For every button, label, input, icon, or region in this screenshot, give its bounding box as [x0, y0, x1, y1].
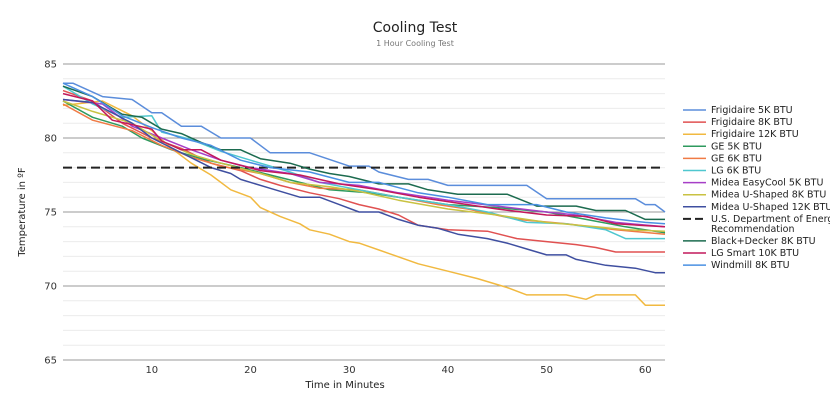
y-tick-label: 80 — [44, 134, 57, 145]
legend-label: U.S. Department of Energy Recommendation — [711, 214, 830, 235]
legend-item: Midea EasyCool 5K BTU — [683, 178, 823, 189]
legend-item: Frigidaire 12K BTU — [683, 129, 799, 140]
legend-item: GE 5K BTU — [683, 141, 762, 152]
legend-label: Midea U-Shaped 12K BTU — [711, 202, 830, 213]
x-tick-label: 60 — [639, 365, 652, 376]
y-tick-label: 85 — [44, 60, 57, 71]
legend-label: Black+Decker 8K BTU — [711, 236, 816, 247]
chart-subtitle: 1 Hour Cooling Test — [376, 39, 454, 48]
legend-label: LG 6K BTU — [711, 166, 761, 177]
legend-label: GE 5K BTU — [711, 141, 762, 152]
y-tick-label: 75 — [44, 208, 57, 219]
legend-item: LG Smart 10K BTU — [683, 248, 799, 259]
series-lines — [62, 82, 666, 306]
legend-label: Frigidaire 12K BTU — [711, 129, 799, 140]
legend-label: Midea EasyCool 5K BTU — [711, 178, 823, 189]
legend-label: Frigidaire 8K BTU — [711, 117, 793, 128]
x-axis-label: Time in Minutes — [304, 380, 384, 391]
x-axis-ticks: 10 20 30 40 50 60 — [145, 365, 651, 376]
legend-item: Frigidaire 5K BTU — [683, 105, 793, 116]
legend-item: U.S. Department of Energy Recommendation — [683, 214, 830, 235]
series-line-1 — [62, 89, 665, 253]
series-line-11 — [62, 92, 666, 228]
series-line-7 — [62, 100, 666, 232]
legend-label: GE 6K BTU — [711, 153, 762, 164]
y-axis-label: Temperature in ºF — [17, 167, 28, 258]
x-tick-label: 30 — [343, 365, 356, 376]
legend-item: Windmill 8K BTU — [683, 260, 790, 271]
legend-item: GE 6K BTU — [683, 153, 762, 164]
legend-item: Midea U-Shaped 8K BTU — [683, 190, 826, 201]
legend-label: LG Smart 10K BTU — [711, 248, 799, 259]
x-tick-label: 20 — [244, 365, 257, 376]
series-line-2 — [62, 100, 665, 306]
x-tick-label: 40 — [442, 365, 455, 376]
y-axis-ticks: 65 70 75 80 85 — [44, 60, 57, 367]
legend-item: LG 6K BTU — [683, 166, 761, 177]
legend-label: Midea U-Shaped 8K BTU — [711, 190, 826, 201]
x-tick-label: 50 — [540, 365, 553, 376]
y-tick-label: 65 — [44, 356, 57, 367]
legend-label: Windmill 8K BTU — [711, 260, 790, 271]
y-tick-label: 70 — [44, 282, 57, 293]
series-line-12 — [62, 82, 666, 225]
x-tick-label: 10 — [145, 365, 158, 376]
chart-title: Cooling Test — [373, 20, 458, 36]
legend-label: Frigidaire 5K BTU — [711, 105, 793, 116]
series-line-6 — [62, 98, 666, 228]
series-line-0 — [63, 82, 666, 213]
legend-item: Black+Decker 8K BTU — [683, 236, 816, 247]
legend-item: Frigidaire 8K BTU — [683, 117, 793, 128]
series-line-8 — [62, 98, 665, 274]
legend-item: Midea U-Shaped 12K BTU — [683, 202, 830, 213]
series-line-10 — [62, 85, 665, 221]
